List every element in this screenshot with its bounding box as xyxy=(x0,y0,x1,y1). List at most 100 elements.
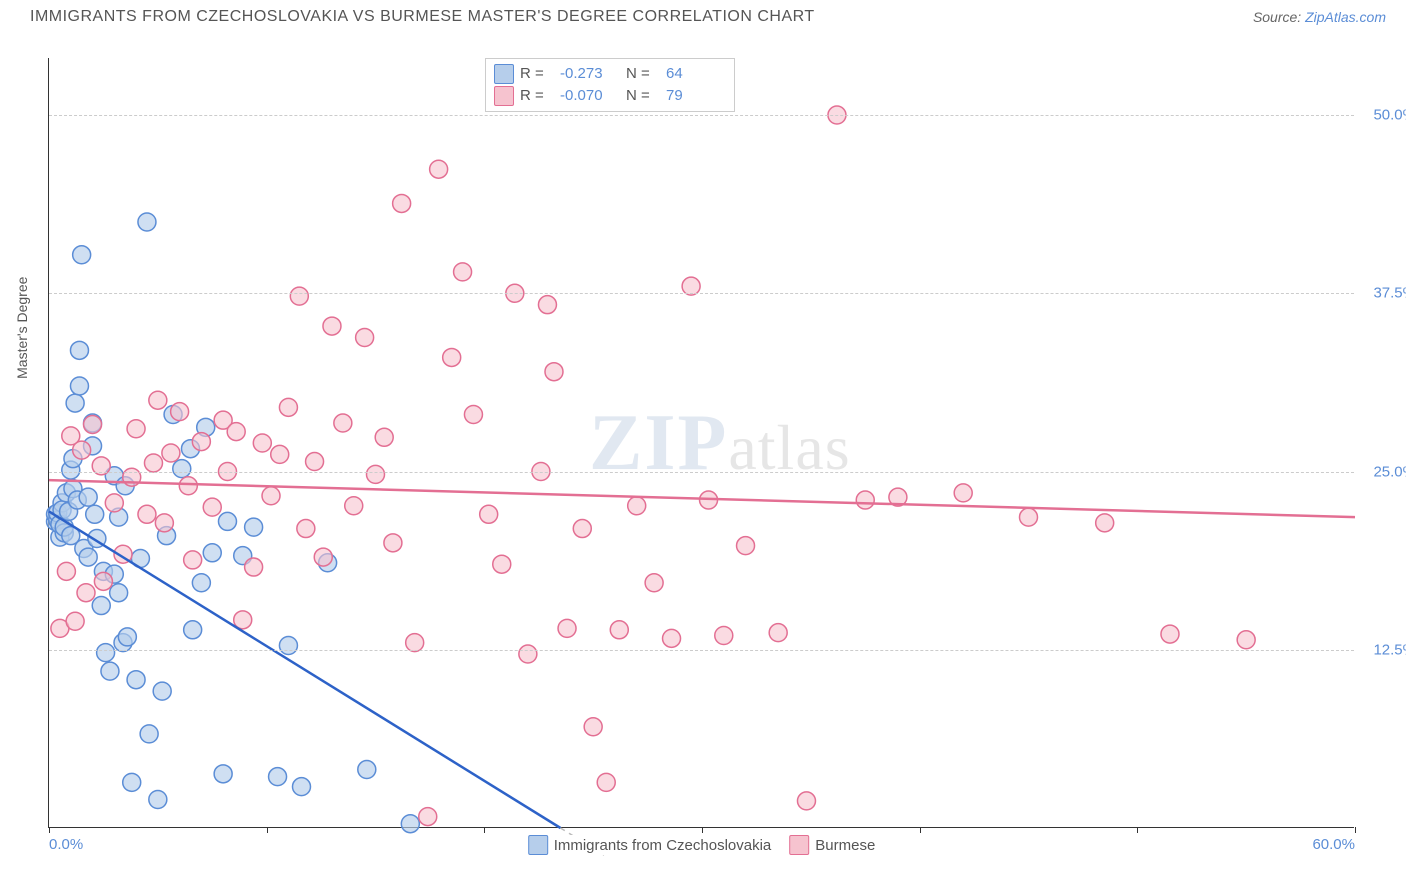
data-point-czech xyxy=(70,341,88,359)
data-point-czech xyxy=(73,246,91,264)
legend-swatch-czech xyxy=(494,64,514,84)
data-point-burmese xyxy=(663,629,681,647)
x-tick xyxy=(702,827,703,833)
data-point-burmese xyxy=(245,558,263,576)
legend-stats-row: R = -0.273 N = 64 xyxy=(494,63,726,85)
data-point-czech xyxy=(245,518,263,536)
data-point-burmese xyxy=(610,621,628,639)
r-value-burmese: -0.070 xyxy=(560,85,620,107)
data-point-burmese xyxy=(737,537,755,555)
data-point-burmese xyxy=(584,718,602,736)
data-point-czech xyxy=(92,597,110,615)
data-point-burmese xyxy=(558,619,576,637)
data-point-burmese xyxy=(77,584,95,602)
data-point-burmese xyxy=(628,497,646,515)
legend-stats: R = -0.273 N = 64 R = -0.070 N = 79 xyxy=(485,58,735,112)
data-point-burmese xyxy=(645,574,663,592)
data-point-burmese xyxy=(1020,508,1038,526)
legend-stats-row: R = -0.070 N = 79 xyxy=(494,85,726,107)
data-point-burmese xyxy=(856,491,874,509)
data-point-czech xyxy=(70,377,88,395)
legend-item-czech: Immigrants from Czechoslovakia xyxy=(528,835,772,855)
x-tick-label: 60.0% xyxy=(1312,836,1355,853)
data-point-burmese xyxy=(356,328,374,346)
data-point-burmese xyxy=(454,263,472,281)
data-point-burmese xyxy=(334,414,352,432)
legend-series: Immigrants from Czechoslovakia Burmese xyxy=(522,835,882,855)
data-point-czech xyxy=(192,574,210,592)
data-point-burmese xyxy=(253,434,271,452)
data-point-burmese xyxy=(797,792,815,810)
x-tick xyxy=(1137,827,1138,833)
legend-swatch-burmese xyxy=(789,835,809,855)
page-title: IMMIGRANTS FROM CZECHOSLOVAKIA VS BURMES… xyxy=(30,8,815,26)
data-point-czech xyxy=(279,636,297,654)
data-point-burmese xyxy=(545,363,563,381)
data-point-czech xyxy=(86,505,104,523)
data-point-burmese xyxy=(105,494,123,512)
data-point-burmese xyxy=(323,317,341,335)
data-point-burmese xyxy=(192,433,210,451)
data-point-czech xyxy=(127,671,145,689)
data-point-burmese xyxy=(493,555,511,573)
legend-label-czech: Immigrants from Czechoslovakia xyxy=(554,837,772,854)
y-tick-label: 25.0% xyxy=(1360,463,1406,480)
data-point-czech xyxy=(66,394,84,412)
data-point-burmese xyxy=(66,612,84,630)
data-point-burmese xyxy=(144,454,162,472)
data-point-burmese xyxy=(314,548,332,566)
data-point-burmese xyxy=(262,487,280,505)
data-point-burmese xyxy=(203,498,221,516)
regression-line-burmese xyxy=(49,480,1355,517)
data-point-czech xyxy=(184,621,202,639)
data-point-czech xyxy=(173,460,191,478)
x-tick xyxy=(267,827,268,833)
data-point-czech xyxy=(79,488,97,506)
plot-svg xyxy=(49,58,1354,827)
gridline xyxy=(49,472,1354,473)
n-value-burmese: 79 xyxy=(666,85,726,107)
legend-label-burmese: Burmese xyxy=(815,837,875,854)
data-point-burmese xyxy=(1161,625,1179,643)
data-point-burmese xyxy=(184,551,202,569)
data-point-burmese xyxy=(954,484,972,502)
legend-swatch-burmese xyxy=(494,86,514,106)
y-tick-label: 37.5% xyxy=(1360,285,1406,302)
data-point-burmese xyxy=(345,497,363,515)
data-point-burmese xyxy=(464,405,482,423)
source-credit: Source: ZipAtlas.com xyxy=(1253,9,1386,25)
legend-item-burmese: Burmese xyxy=(789,835,875,855)
data-point-czech xyxy=(269,768,287,786)
data-point-czech xyxy=(118,628,136,646)
data-point-burmese xyxy=(290,287,308,305)
x-tick xyxy=(484,827,485,833)
r-value-czech: -0.273 xyxy=(560,63,620,85)
data-point-burmese xyxy=(94,572,112,590)
data-point-burmese xyxy=(138,505,156,523)
data-point-burmese xyxy=(430,160,448,178)
data-point-burmese xyxy=(279,398,297,416)
y-tick-label: 12.5% xyxy=(1360,641,1406,658)
data-point-czech xyxy=(123,773,141,791)
n-label: N = xyxy=(626,85,660,107)
chart-area: ZIPatlas R = -0.273 N = 64 R = -0.070 N … xyxy=(48,58,1354,828)
source-prefix: Source: xyxy=(1253,9,1305,25)
data-point-czech xyxy=(101,662,119,680)
data-point-burmese xyxy=(179,477,197,495)
data-point-burmese xyxy=(538,296,556,314)
data-point-burmese xyxy=(443,348,461,366)
n-value-czech: 64 xyxy=(666,63,726,85)
source-link[interactable]: ZipAtlas.com xyxy=(1305,9,1386,25)
data-point-czech xyxy=(401,815,419,833)
data-point-czech xyxy=(153,682,171,700)
data-point-czech xyxy=(79,548,97,566)
data-point-burmese xyxy=(519,645,537,663)
data-point-burmese xyxy=(480,505,498,523)
y-axis-label: Master's Degree xyxy=(14,277,30,379)
data-point-burmese xyxy=(73,441,91,459)
data-point-burmese xyxy=(271,445,289,463)
data-point-burmese xyxy=(1096,514,1114,532)
data-point-burmese xyxy=(384,534,402,552)
x-tick xyxy=(49,827,50,833)
data-point-burmese xyxy=(171,403,189,421)
